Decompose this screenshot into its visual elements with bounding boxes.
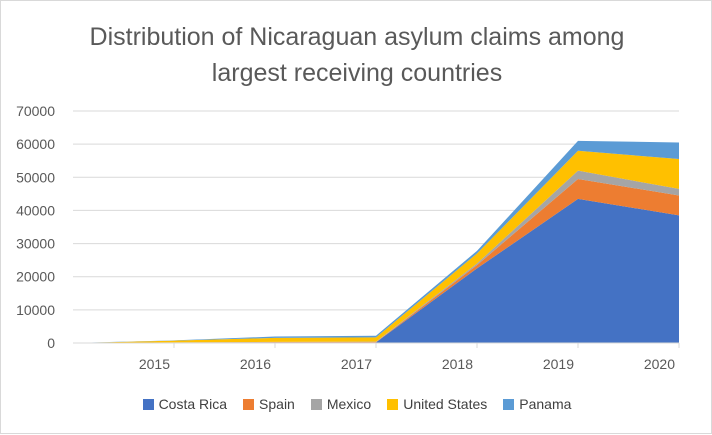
y-tick-label: 40000 [16, 202, 55, 218]
legend-item: United States [387, 396, 487, 412]
legend-item: Costa Rica [142, 396, 228, 412]
x-tick-label: 2015 [139, 356, 170, 372]
legend-swatch [310, 398, 322, 410]
legend-label: Mexico [326, 396, 372, 412]
x-tick-label: 2016 [240, 356, 271, 372]
legend-item: Spain [243, 396, 295, 412]
x-tick-label: 2017 [341, 356, 372, 372]
legend-item: Panama [503, 396, 571, 412]
legend-swatch [387, 398, 399, 410]
area-united-states [73, 150, 679, 343]
x-tick-label: 2020 [644, 356, 675, 372]
legend-label: Panama [519, 396, 572, 412]
y-tick-label: 20000 [16, 269, 55, 285]
y-tick-label: 50000 [16, 169, 55, 185]
y-tick-label: 10000 [16, 302, 55, 318]
legend-item: Mexico [310, 396, 372, 412]
legend-swatch [142, 398, 154, 410]
chart-legend: Costa Rica Spain Mexico United States Panama [1, 396, 712, 412]
chart-title-line-2: largest receiving countries [211, 59, 503, 87]
legend-label: Costa Rica [158, 396, 228, 412]
chart-title: Distribution of Nicaraguan asylum claims… [1, 19, 712, 91]
x-tick-label: 2018 [442, 356, 473, 372]
area-costa-rica [73, 198, 679, 343]
y-tick-label: 30000 [16, 236, 55, 252]
chart-title-line-1: Distribution of Nicaraguan asylum claims… [89, 23, 625, 51]
y-tick-label: 70000 [16, 103, 55, 119]
legend-swatch [243, 398, 255, 410]
x-tick-label: 2019 [543, 356, 574, 372]
legend-swatch [503, 398, 515, 410]
y-tick-label: 60000 [16, 136, 55, 152]
legend-label: United States [403, 396, 488, 412]
area-spain [73, 178, 679, 343]
legend-label: Spain [259, 396, 295, 412]
y-tick-label: 0 [47, 335, 55, 351]
